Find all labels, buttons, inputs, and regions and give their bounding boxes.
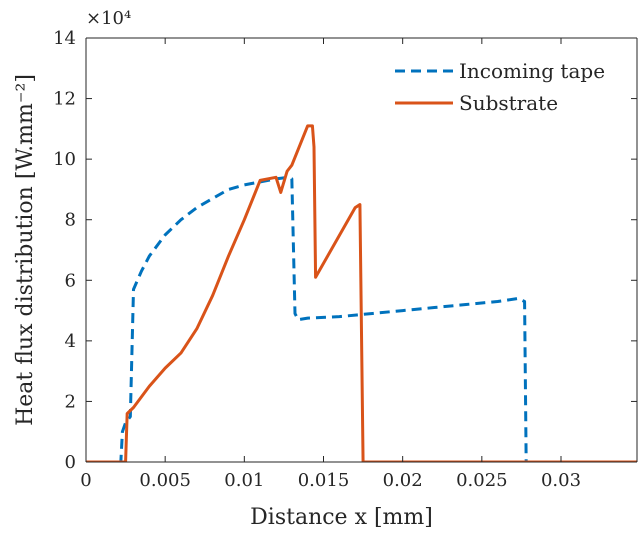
y-tick-label: 8	[65, 210, 76, 231]
axes-layer	[85, 37, 638, 463]
x-tick-label: 0.01	[224, 470, 264, 491]
x-tick-label: 0	[80, 470, 91, 491]
x-axis-label: Distance x [mm]	[250, 505, 433, 530]
x-tick-label: 0.015	[298, 470, 350, 491]
x-tick-label: 0.025	[456, 470, 508, 491]
legend-label-substrate: Substrate	[459, 91, 558, 115]
x-tick-label: 0.02	[383, 470, 423, 491]
series-line-incoming-tape	[86, 175, 637, 462]
y-tick-label: 6	[65, 270, 76, 291]
series-line-substrate	[86, 124, 637, 462]
ticks-layer: 0 0.005 0.01 0.015 0.02 0.025 0.03 0 2 4 6 8 10 12 14	[53, 28, 637, 491]
y-tick-label: 10	[53, 149, 76, 170]
y-tick-label: 0	[65, 452, 76, 473]
y-tick-label: 12	[53, 89, 76, 110]
y-tick-label: 4	[65, 331, 76, 352]
series-layer	[86, 124, 637, 462]
y-tick-label: 14	[53, 28, 76, 49]
labels-layer: ×10⁴ Distance x [mm] Heat flux distributio…	[13, 8, 433, 530]
x-tick-label: 0.005	[139, 470, 191, 491]
y-axis-label: Heat flux distribution [W.mm⁻²]	[13, 74, 38, 426]
x-tick-label: 0.03	[541, 470, 581, 491]
legend: Incoming tape Substrate	[395, 59, 605, 115]
y-tick-label: 2	[65, 391, 76, 412]
y-multiplier-label: ×10⁴	[86, 8, 131, 29]
legend-label-incoming-tape: Incoming tape	[459, 59, 605, 83]
